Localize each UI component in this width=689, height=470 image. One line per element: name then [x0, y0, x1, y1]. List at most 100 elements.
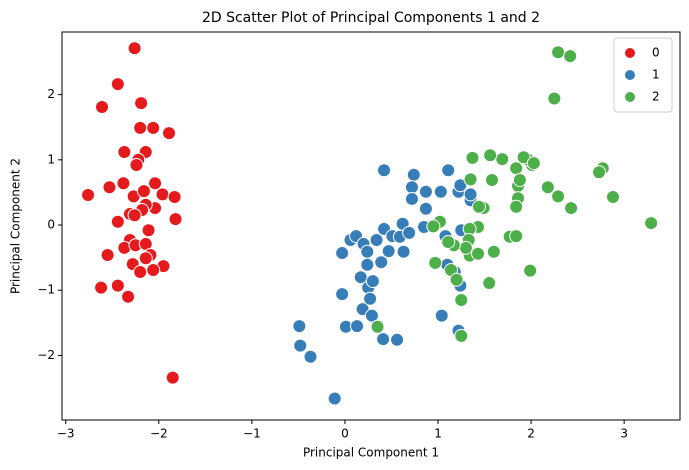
point [335, 246, 350, 261]
point [644, 216, 659, 231]
point [141, 223, 156, 238]
point [370, 319, 385, 334]
point [162, 126, 177, 141]
point [110, 278, 125, 293]
y-tick-label: 0 [47, 218, 55, 232]
point [426, 219, 441, 234]
point [116, 176, 131, 191]
point [418, 184, 433, 199]
point [376, 332, 391, 347]
point [486, 244, 501, 259]
point [509, 229, 524, 244]
point [605, 189, 620, 204]
point [465, 150, 480, 165]
point [167, 189, 182, 204]
legend-marker [624, 47, 636, 59]
point [402, 225, 417, 240]
point [374, 255, 389, 270]
point [292, 319, 307, 334]
point [434, 308, 449, 323]
point [363, 291, 378, 306]
point [458, 240, 473, 255]
point [428, 255, 443, 270]
point [121, 289, 136, 304]
point [110, 214, 125, 229]
point [551, 45, 566, 60]
point [165, 370, 180, 385]
point [133, 264, 148, 279]
point [136, 184, 151, 199]
point [365, 274, 380, 289]
point [454, 328, 469, 343]
point [404, 191, 419, 206]
point [127, 208, 142, 223]
legend-label: 0 [652, 46, 660, 60]
point [441, 163, 456, 178]
legend-box [613, 37, 673, 113]
plot-frame [61, 31, 681, 421]
x-tick-label: 2 [527, 427, 535, 441]
point [551, 189, 566, 204]
point [495, 152, 510, 167]
x-axis-label: Principal Component 1 [303, 446, 439, 460]
x-tick-label: −1 [243, 427, 261, 441]
point [509, 161, 524, 176]
point [592, 165, 607, 180]
point [563, 49, 578, 64]
point [100, 248, 115, 263]
point [418, 201, 433, 216]
point [364, 308, 379, 323]
point [110, 77, 125, 92]
point [471, 199, 486, 214]
y-tick-label: −2 [37, 348, 55, 362]
point [454, 293, 469, 308]
y-tick-label: 2 [47, 87, 55, 101]
point [327, 391, 342, 406]
chart-title: 2D Scatter Plot of Principal Components … [202, 10, 540, 26]
legend-marker [624, 69, 636, 81]
point [303, 349, 318, 364]
point [441, 234, 456, 249]
point [564, 201, 579, 216]
x-tick-label: 1 [434, 427, 442, 441]
point [509, 199, 524, 214]
point [117, 144, 132, 159]
point [81, 188, 96, 203]
point [547, 91, 562, 106]
point [138, 251, 153, 266]
x-tick-label: −2 [150, 427, 168, 441]
point [335, 287, 350, 302]
point [168, 212, 183, 227]
legend-marker [624, 91, 636, 103]
legend-label: 1 [652, 68, 660, 82]
point [102, 180, 117, 195]
y-axis-label: Principal Component 2 [9, 158, 23, 294]
point [406, 167, 421, 182]
legend-label: 2 [652, 90, 660, 104]
x-tick-label: 0 [341, 427, 349, 441]
point [404, 180, 419, 195]
point [526, 156, 541, 171]
point [293, 338, 308, 353]
x-tick-label: 3 [620, 427, 628, 441]
point [463, 172, 478, 187]
point [148, 176, 163, 191]
point [146, 120, 161, 135]
point [360, 244, 375, 259]
y-tick-label: 1 [47, 152, 55, 166]
point [350, 319, 365, 334]
point [396, 244, 411, 259]
point [95, 99, 110, 114]
point [381, 244, 396, 259]
point [482, 276, 497, 291]
point [449, 272, 464, 287]
point [484, 173, 499, 188]
point [369, 233, 384, 248]
point [390, 332, 405, 347]
point [360, 257, 375, 272]
x-tick-label: −3 [57, 427, 75, 441]
point [471, 246, 486, 261]
point [155, 187, 170, 202]
point [127, 41, 142, 56]
